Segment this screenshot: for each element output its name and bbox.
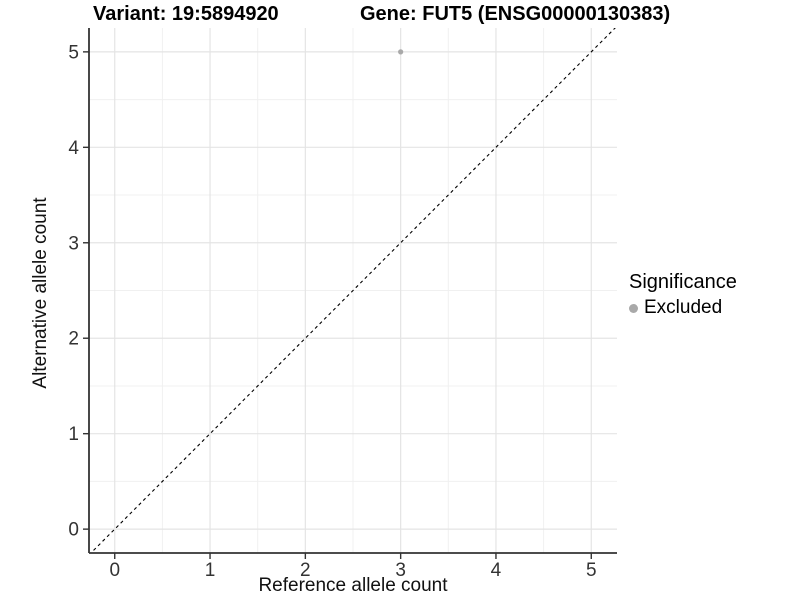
legend-entry-label: Excluded [644,297,723,318]
axis-lines [88,28,617,554]
legend: Significance Excluded [629,271,737,319]
y-tick-label: 0 [68,520,79,541]
data-points [398,49,404,55]
y-tick-label: 3 [68,233,79,254]
x-axis-title: Reference allele count [258,575,448,596]
y-tick-label: 2 [68,329,79,350]
x-tick-label: 0 [109,560,120,581]
x-tick-label: 2 [300,560,311,581]
excluded-point-icon [629,303,638,313]
identity-reference-line [90,28,616,553]
axis-ticks-and-labels: 0 1 2 3 4 5 0 1 2 3 4 5 [68,42,596,581]
data-point [398,49,404,55]
y-tick-label: 5 [68,42,79,63]
variant-title: Variant: 19:5894920 [93,3,279,25]
legend-entry-excluded: Excluded [629,297,737,319]
gridlines-major [89,28,617,553]
legend-title: Significance [629,271,737,293]
y-tick-label: 4 [68,138,79,159]
x-tick-label: 3 [395,560,406,581]
x-tick-label: 4 [491,560,502,581]
x-tick-label: 1 [205,560,216,581]
y-tick-label: 1 [68,424,79,445]
y-axis-title: Alternative allele count [30,197,51,389]
x-tick-label: 5 [586,560,597,581]
gene-title: Gene: FUT5 (ENSG00000130383) [360,3,671,25]
gridlines-minor [89,28,617,553]
